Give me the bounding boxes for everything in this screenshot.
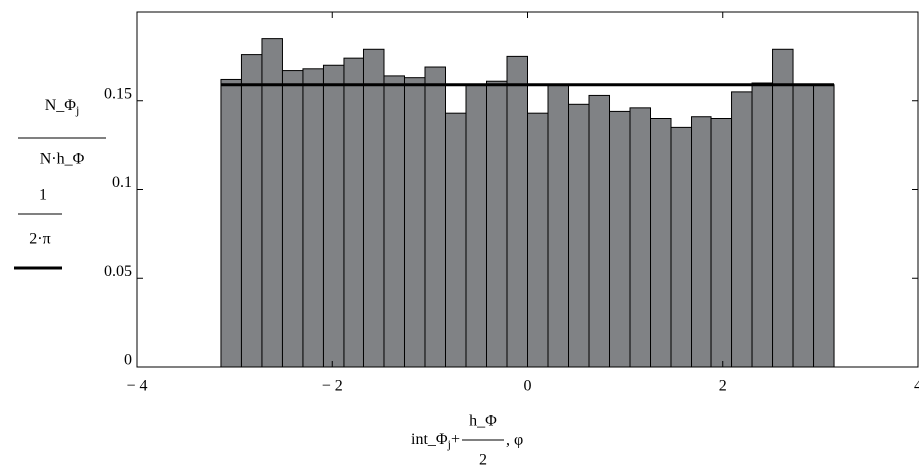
bar	[220, 78, 242, 368]
bar	[609, 110, 631, 368]
bar	[710, 118, 733, 368]
x-label-den: 2	[479, 452, 487, 469]
bar	[302, 68, 324, 368]
bar	[629, 107, 652, 368]
x-tick-label: − 4	[126, 378, 147, 395]
bar	[403, 77, 426, 368]
y-label-den: 2·π	[29, 231, 50, 248]
bar	[343, 57, 364, 368]
bar	[240, 54, 263, 368]
bar	[568, 103, 590, 368]
x-tick-label: 0	[524, 378, 532, 395]
x-tick-label: − 2	[322, 378, 343, 395]
bar	[261, 38, 283, 368]
bar	[670, 126, 693, 368]
bar	[281, 70, 304, 368]
x-label-tail: , φ	[506, 432, 523, 449]
y-tick-label: 0.15	[104, 85, 132, 102]
y-tick-label: 0.05	[104, 263, 132, 280]
y-label-num: N_Φj	[45, 97, 80, 117]
bar	[751, 82, 774, 368]
x-label: int_Φj+	[411, 431, 460, 451]
bar	[731, 91, 753, 368]
bar	[322, 64, 345, 368]
y-tick-label: 0	[124, 352, 132, 369]
bar	[506, 55, 528, 368]
bar	[772, 48, 794, 368]
bar	[527, 112, 549, 368]
x-tick-label: 2	[719, 378, 727, 395]
bar	[813, 84, 835, 368]
x-label-num: h_Φ	[469, 413, 497, 430]
bar	[383, 75, 405, 368]
bar	[650, 118, 672, 368]
y-label-num: 1	[39, 187, 47, 204]
bar	[547, 84, 570, 368]
bar	[424, 66, 446, 368]
bar	[691, 116, 712, 368]
bar	[792, 84, 815, 368]
bar	[444, 112, 467, 368]
y-label-den: N·h_Φ	[40, 151, 85, 168]
x-tick-label: 4	[914, 378, 919, 395]
bar	[362, 48, 385, 368]
y-tick-label: 0.1	[112, 174, 132, 191]
bar	[465, 84, 487, 368]
bar	[485, 80, 508, 368]
bar	[588, 94, 611, 368]
